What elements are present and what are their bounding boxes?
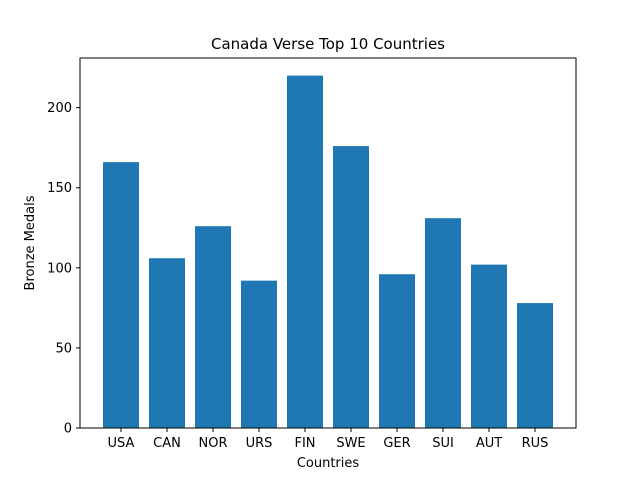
y-tick-label-100: 100 [47, 261, 72, 276]
bars-group [103, 75, 553, 429]
bar-rus [517, 303, 553, 428]
bar-usa [103, 162, 139, 429]
y-axis-label: Bronze Medals [23, 195, 38, 290]
x-tick-label-sui: SUI [432, 436, 454, 451]
y-tick-label-0: 0 [64, 422, 72, 437]
bar-aut [471, 264, 507, 428]
x-tick-label-fin: FIN [294, 436, 315, 451]
x-tick-label-usa: USA [108, 436, 135, 451]
x-tick-label-swe: SWE [336, 436, 365, 451]
y-tick-label-150: 150 [47, 181, 72, 196]
bar-can [149, 258, 185, 428]
chart-title: Canada Verse Top 10 Countries [211, 35, 445, 53]
bar-nor [195, 226, 231, 428]
plot-frame [79, 57, 577, 429]
x-tick-label-ger: GER [383, 436, 410, 451]
x-tick-label-nor: NOR [199, 436, 228, 451]
y-tick-label-50: 50 [55, 341, 72, 356]
bar-ger [379, 274, 415, 428]
bar-fin [287, 75, 323, 429]
x-tick-label-urs: URS [246, 436, 273, 451]
y-axis-ticks: 0 50 100 150 200 [47, 101, 80, 437]
x-axis-label: Countries [297, 456, 360, 471]
x-tick-label-can: CAN [153, 436, 181, 451]
y-tick-label-200: 200 [47, 101, 72, 116]
x-tick-label-rus: RUS [522, 436, 549, 451]
bar-urs [241, 280, 277, 428]
bar-swe [333, 146, 369, 428]
x-axis-ticks: USA CAN NOR URS FIN SWE GER SUI AUT RUS [108, 428, 549, 451]
bar-sui [425, 218, 461, 428]
x-tick-label-aut: AUT [476, 436, 502, 451]
